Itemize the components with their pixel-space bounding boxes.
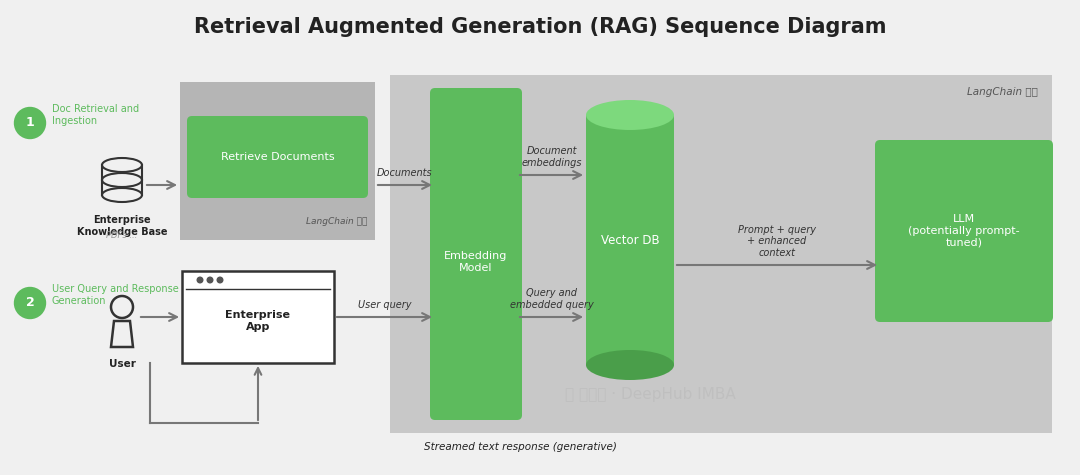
FancyBboxPatch shape [875, 140, 1053, 322]
Circle shape [198, 277, 203, 283]
Text: LangChain 🦜🔗: LangChain 🦜🔗 [967, 87, 1038, 97]
FancyBboxPatch shape [187, 116, 368, 198]
Text: 1: 1 [26, 116, 35, 130]
Bar [180, 82, 375, 240]
Text: Streamed text response (generative): Streamed text response (generative) [423, 442, 617, 452]
Text: User: User [109, 359, 135, 369]
Text: LangChain 🦜🔗: LangChain 🦜🔗 [306, 217, 367, 226]
Text: Retrieve Documents: Retrieve Documents [220, 152, 335, 162]
Text: Prompt + query
+ enhanced
context: Prompt + query + enhanced context [738, 225, 816, 258]
Text: Retrieval Augmented Generation (RAG) Sequence Diagram: Retrieval Augmented Generation (RAG) Seq… [193, 17, 887, 37]
Circle shape [207, 277, 213, 283]
Text: Doc Retrieval and
Ingestion: Doc Retrieval and Ingestion [52, 104, 139, 126]
Text: LLM
(potentially prompt-
tuned): LLM (potentially prompt- tuned) [908, 214, 1020, 247]
Text: 2: 2 [26, 296, 35, 310]
Text: 📷 公众号 · DeepHub IMBA: 📷 公众号 · DeepHub IMBA [565, 388, 735, 402]
FancyBboxPatch shape [430, 88, 522, 420]
Ellipse shape [586, 350, 674, 380]
Text: Vector DB: Vector DB [600, 234, 659, 247]
Text: User Query and Response
Generation: User Query and Response Generation [52, 284, 179, 306]
FancyBboxPatch shape [183, 271, 334, 363]
Text: PDFs ...: PDFs ... [106, 231, 137, 240]
Circle shape [14, 287, 45, 319]
Text: Enterprise
Knowledge Base: Enterprise Knowledge Base [77, 215, 167, 237]
Circle shape [14, 107, 45, 139]
Text: Document
embeddings: Document embeddings [522, 146, 582, 168]
Bar [586, 115, 674, 365]
Circle shape [217, 277, 222, 283]
Text: User query: User query [359, 300, 411, 310]
Text: Enterprise
App: Enterprise App [226, 310, 291, 332]
Text: Documents: Documents [377, 168, 433, 178]
Text: Embedding
Model: Embedding Model [444, 251, 508, 273]
Ellipse shape [586, 100, 674, 130]
Text: Query and
embedded query: Query and embedded query [510, 288, 594, 310]
Bar [390, 75, 1052, 433]
